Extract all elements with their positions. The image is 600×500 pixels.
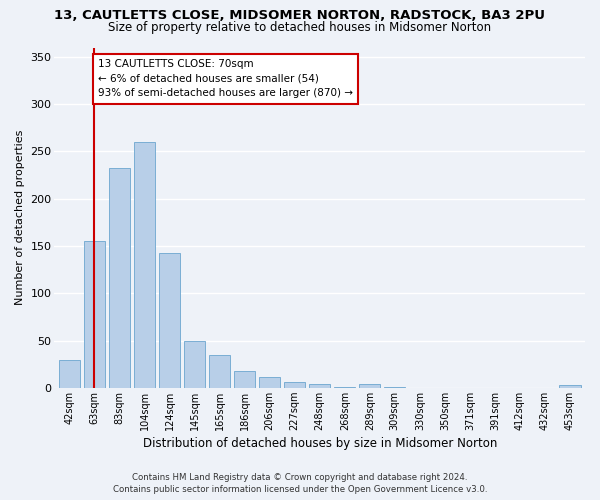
Y-axis label: Number of detached properties: Number of detached properties — [15, 130, 25, 306]
Bar — [359, 384, 380, 388]
Bar — [209, 354, 230, 388]
X-axis label: Distribution of detached houses by size in Midsomer Norton: Distribution of detached houses by size … — [143, 437, 497, 450]
Bar — [334, 387, 355, 388]
Bar — [309, 384, 331, 388]
Bar — [384, 387, 406, 388]
Text: Size of property relative to detached houses in Midsomer Norton: Size of property relative to detached ho… — [109, 21, 491, 34]
Bar — [184, 342, 205, 388]
Bar — [109, 168, 130, 388]
Text: 13 CAUTLETTS CLOSE: 70sqm
← 6% of detached houses are smaller (54)
93% of semi-d: 13 CAUTLETTS CLOSE: 70sqm ← 6% of detach… — [98, 59, 353, 98]
Bar — [559, 385, 581, 388]
Text: 13, CAUTLETTS CLOSE, MIDSOMER NORTON, RADSTOCK, BA3 2PU: 13, CAUTLETTS CLOSE, MIDSOMER NORTON, RA… — [55, 9, 545, 22]
Bar — [259, 378, 280, 388]
Bar — [134, 142, 155, 388]
Bar — [59, 360, 80, 388]
Bar — [159, 252, 180, 388]
Bar — [234, 371, 255, 388]
Bar — [284, 382, 305, 388]
Text: Contains HM Land Registry data © Crown copyright and database right 2024.
Contai: Contains HM Land Registry data © Crown c… — [113, 472, 487, 494]
Bar — [84, 242, 105, 388]
